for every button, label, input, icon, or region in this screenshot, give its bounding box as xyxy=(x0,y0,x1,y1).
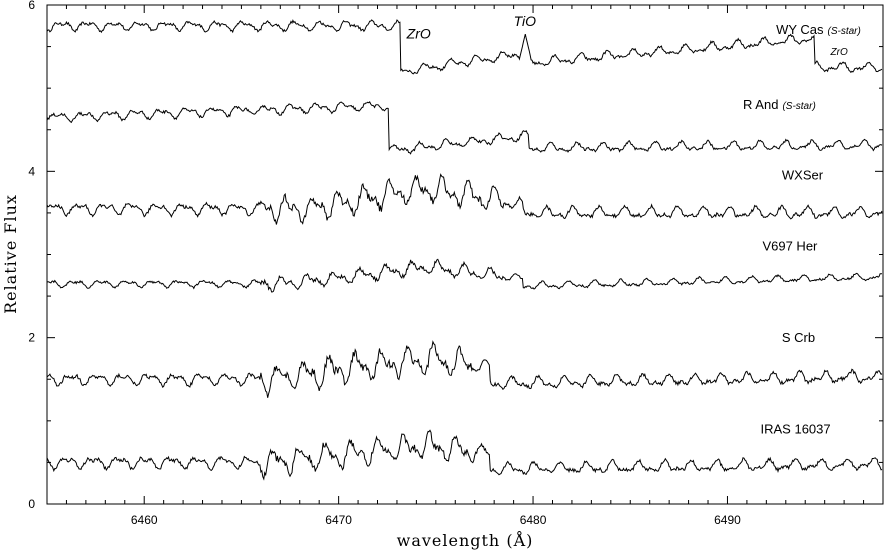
y-tick-label: 0 xyxy=(28,497,35,511)
band-annotation: ZrO xyxy=(830,47,848,58)
x-tick-label: 6490 xyxy=(714,513,741,527)
star-label: IRAS 16037 xyxy=(761,421,831,436)
spectrum-line-4 xyxy=(46,258,883,293)
spectrum-line-1 xyxy=(46,19,883,75)
spectrum-line-2 xyxy=(46,101,883,155)
spectrum-line-5 xyxy=(46,340,883,398)
star-label: WXSer xyxy=(782,168,824,183)
y-tick-label: 6 xyxy=(28,0,35,12)
x-tick-label: 6480 xyxy=(520,513,547,527)
band-annotation: TiO xyxy=(514,13,537,29)
spectrum-line-6 xyxy=(46,429,883,481)
star-label: WY Cas xyxy=(776,22,824,37)
spectrum-line-3 xyxy=(46,173,883,225)
x-tick-label: 6460 xyxy=(131,513,158,527)
star-label: S Crb xyxy=(782,330,815,345)
y-tick-label: 2 xyxy=(28,331,35,345)
star-labels: WY Cas (S-star) R And (S-star) WXSer V697 Her… xyxy=(743,22,861,436)
y-axis-title: Relative Flux xyxy=(1,194,20,314)
x-tick-label: 6470 xyxy=(325,513,352,527)
band-annotations: ZrO TiO ZrO xyxy=(406,13,848,58)
star-label: R And xyxy=(743,97,778,112)
axis-ticks xyxy=(46,4,884,505)
band-annotation: ZrO xyxy=(406,25,431,41)
star-type-note: (S-star) xyxy=(828,26,861,37)
y-tick-label: 4 xyxy=(28,164,35,178)
star-type-note: (S-star) xyxy=(782,101,815,112)
star-label: V697 Her xyxy=(762,238,818,253)
x-axis-title: wavelength (Å) xyxy=(397,530,534,550)
plot-frame xyxy=(46,4,884,505)
spectra-lines xyxy=(46,19,883,481)
tick-labels: 6460 6470 6480 6490 0 2 4 6 xyxy=(28,0,741,527)
